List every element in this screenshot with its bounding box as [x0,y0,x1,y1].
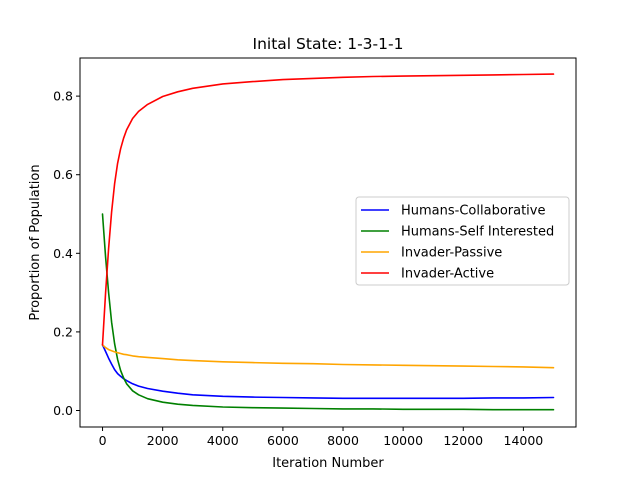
x-tick-label: 12000 [443,433,483,448]
x-axis-label: Iteration Number [272,456,384,471]
legend-label: Invader-Passive [401,246,502,261]
legend-label: Humans-Self Interested [401,225,554,240]
y-axis: 0.0 0.2 0.4 0.6 0.8 [53,89,80,418]
y-tick-label: 0.6 [53,167,73,182]
chart-title: Inital State: 1-3-1-1 [253,35,404,53]
series-line-invader-active [101,73,555,346]
series-line-humans-self-interested [101,213,555,411]
legend-box [355,196,570,286]
series-lines [101,73,555,411]
series-line-humans-collaborative [101,344,555,400]
y-axis-label: Proportion of Population [28,164,43,320]
x-tick-label: 2000 [147,433,179,448]
legend-label: Humans-Collaborative [401,204,546,219]
plot-frame [79,57,577,428]
x-axis: 0 2000 4000 6000 8000 10000 12000 14000 [99,427,544,448]
legend: Humans-Collaborative Humans-Self Interest… [355,196,570,286]
legend-label: Invader-Active [401,267,494,282]
y-tick-label: 0.4 [53,246,73,261]
x-tick-label: 6000 [267,433,299,448]
y-tick-label: 0.2 [53,324,73,339]
x-tick-label: 0 [99,433,107,448]
x-tick-label: 14000 [504,433,544,448]
x-tick-label: 10000 [383,433,423,448]
x-tick-label: 4000 [207,433,239,448]
series-line-invader-passive [101,344,555,369]
y-tick-label: 0.0 [53,403,73,418]
y-tick-label: 0.8 [53,89,73,104]
x-tick-label: 8000 [327,433,359,448]
plot-area [79,57,577,428]
